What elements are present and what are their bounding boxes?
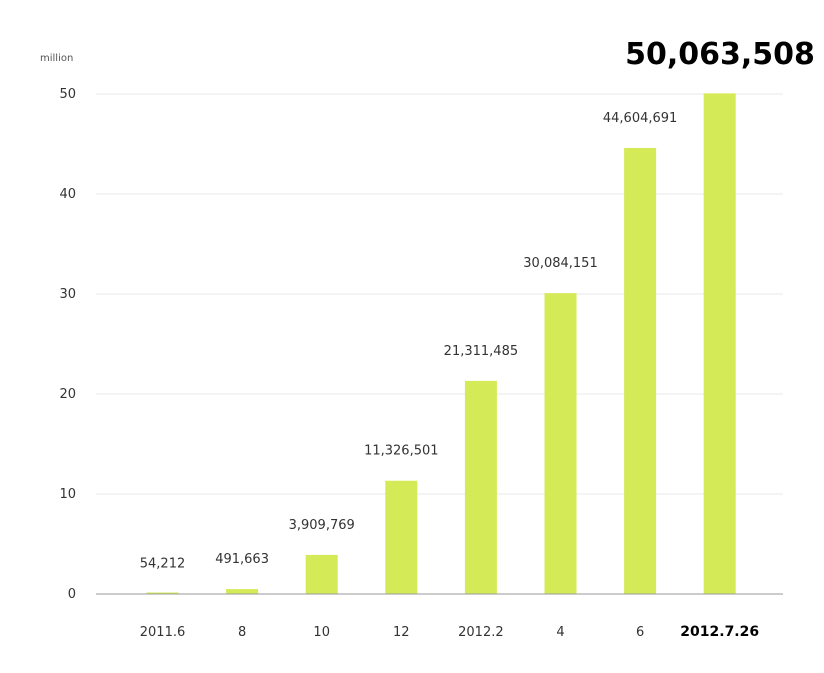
value-label: 491,663 [215,552,269,567]
x-tick-label: 6 [636,625,644,640]
y-axis-ticks: 0 10 20 30 40 50 [59,87,76,602]
value-label-highlight: 50,063,508 [625,37,815,72]
x-tick-label: 8 [238,625,246,640]
bar [385,480,418,594]
grid-lines [96,93,783,495]
value-label: 44,604,691 [603,111,677,126]
y-tick-label: 20 [59,387,76,402]
bar [624,147,657,594]
y-unit-label: million [40,53,73,64]
x-tick-label: 4 [556,625,564,640]
x-tick-label: 10 [313,625,330,640]
y-tick-label: 30 [59,287,76,302]
bar [544,293,577,594]
x-tick-label: 2011.6 [140,625,186,640]
value-label: 21,311,485 [444,344,518,359]
y-tick-label: 40 [59,187,76,202]
bar [146,592,179,594]
x-tick-label: 2012.2 [458,625,504,640]
bar [305,554,338,594]
bar [464,380,497,594]
value-label: 3,909,769 [289,518,355,533]
y-tick-label: 0 [68,587,76,602]
value-label: 11,326,501 [364,444,438,459]
value-label: 54,212 [140,556,186,571]
x-tick-label: 12 [393,625,410,640]
x-tick-label: 2012.7.26 [680,624,759,640]
bar [226,589,259,594]
y-tick-label: 10 [59,487,76,502]
bar [703,93,736,594]
bars [146,93,736,594]
value-labels: 54,212 491,663 3,909,769 11,326,501 21,311,4… [140,37,815,571]
value-label: 30,084,151 [523,256,597,271]
y-tick-label: 50 [59,87,76,102]
x-axis-labels: 2011.6 8 10 12 2012.2 4 6 2012.7.26 [140,624,759,640]
